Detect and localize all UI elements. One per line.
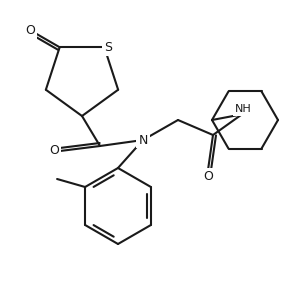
Text: O: O xyxy=(25,24,35,37)
Text: NH: NH xyxy=(235,104,252,114)
Text: O: O xyxy=(203,170,213,183)
Text: O: O xyxy=(49,145,59,158)
Text: S: S xyxy=(104,41,112,54)
Text: N: N xyxy=(138,134,148,147)
